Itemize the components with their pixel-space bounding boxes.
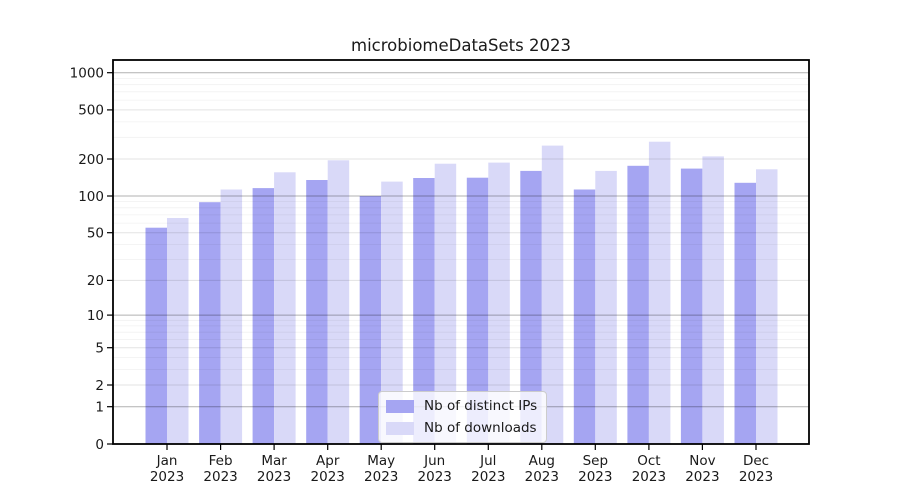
bar — [327, 160, 350, 445]
bar — [252, 188, 275, 444]
x-tick-label-month: Aug — [529, 453, 555, 469]
y-tick-label: 1 — [95, 400, 104, 416]
bar — [167, 218, 189, 444]
x-tick-label-year: 2023 — [685, 469, 719, 485]
bar — [734, 182, 756, 445]
legend-label-distinct-ips: Nb of distinct IPs — [424, 398, 538, 414]
x-tick-label-month: Oct — [637, 453, 660, 469]
y-tick-label: 100 — [78, 189, 104, 205]
bar — [220, 189, 243, 444]
x-tick-label-month: Sep — [583, 453, 608, 469]
x-tick-label-month: Jun — [423, 453, 445, 469]
y-tick-label: 10 — [87, 308, 104, 324]
legend-swatch-distinct-ips — [386, 399, 414, 413]
y-tick-label: 5 — [95, 341, 104, 357]
x-tick-label-year: 2023 — [525, 469, 559, 485]
legend: Nb of distinct IPs Nb of downloads — [378, 391, 548, 443]
bar — [627, 165, 649, 445]
bar — [702, 156, 724, 444]
bar — [359, 196, 382, 444]
bar — [413, 178, 435, 444]
x-tick-label-month: Nov — [689, 453, 715, 469]
bar — [199, 202, 221, 444]
legend-item-distinct-ips: Nb of distinct IPs — [386, 398, 537, 414]
y-tick-label: 1000 — [70, 66, 104, 82]
x-tick-label-year: 2023 — [632, 469, 666, 485]
x-tick-label-year: 2023 — [418, 469, 452, 485]
legend-label-downloads: Nb of downloads — [424, 420, 537, 436]
bar — [756, 169, 778, 445]
x-tick-label-month: Dec — [743, 453, 769, 469]
plot-border — [112, 59, 810, 445]
bar — [145, 227, 167, 444]
x-tick-label-year: 2023 — [471, 469, 505, 485]
x-tick-label-year: 2023 — [739, 469, 773, 485]
x-tick-label-year: 2023 — [150, 469, 184, 485]
y-tick-label: 200 — [78, 152, 104, 168]
bar — [680, 168, 703, 444]
y-tick-label: 50 — [87, 226, 104, 242]
x-tick-label-year: 2023 — [578, 469, 612, 485]
bar — [648, 141, 671, 444]
x-tick-label-month: Jan — [156, 453, 178, 469]
bar — [595, 170, 617, 444]
bar — [541, 145, 564, 444]
bar — [306, 180, 328, 444]
x-tick-label-month: May — [367, 453, 395, 469]
bar — [488, 162, 510, 444]
y-tick-label: 20 — [87, 273, 104, 289]
bar — [434, 163, 457, 444]
bar — [381, 181, 403, 444]
bar — [466, 177, 489, 444]
bar — [274, 172, 296, 445]
y-tick-label: 0 — [95, 437, 104, 453]
x-tick-label-year: 2023 — [364, 469, 398, 485]
y-tick-label: 500 — [78, 103, 104, 119]
x-tick-label-year: 2023 — [203, 469, 237, 485]
chart-title: microbiomeDataSets 2023 — [351, 36, 571, 55]
x-tick-label-month: Apr — [316, 453, 340, 469]
legend-item-downloads: Nb of downloads — [386, 420, 537, 436]
x-tick-label-month: Feb — [209, 453, 233, 469]
legend-swatch-downloads — [386, 421, 414, 435]
bar — [573, 189, 596, 444]
bar — [520, 170, 542, 444]
x-tick-label-month: Mar — [261, 453, 287, 469]
x-tick-label-year: 2023 — [311, 469, 345, 485]
x-tick-label-month: Jul — [479, 453, 496, 469]
x-tick-label-year: 2023 — [257, 469, 291, 485]
y-tick-label: 2 — [95, 378, 104, 394]
